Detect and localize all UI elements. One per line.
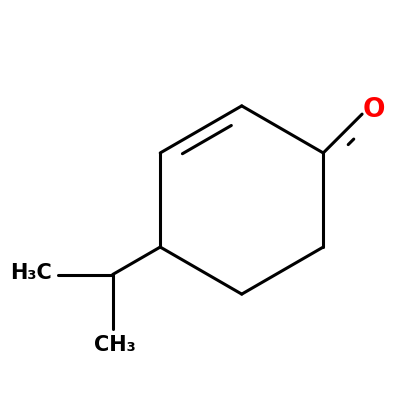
Text: O: O	[362, 97, 385, 123]
Text: H₃C: H₃C	[10, 262, 52, 282]
Text: CH₃: CH₃	[94, 335, 136, 355]
